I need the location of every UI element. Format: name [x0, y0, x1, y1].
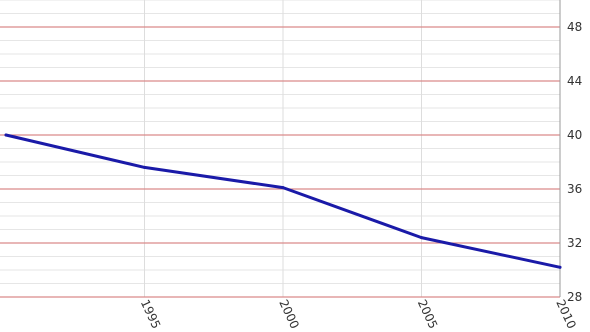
- data-point: [558, 265, 562, 269]
- y-tick-labels: 28 32 36 40 44 48: [567, 20, 582, 304]
- data-point: [143, 165, 146, 169]
- series-group: [4, 133, 562, 269]
- data-point: [4, 133, 8, 137]
- data-point: [420, 236, 423, 240]
- y-tick-label: 44: [567, 74, 582, 88]
- y-tick-label: 28: [567, 290, 582, 304]
- y-tick-label: 48: [567, 20, 582, 34]
- x-tick-label: 1995: [138, 297, 164, 331]
- y-tick-label: 36: [567, 182, 582, 196]
- y-tick-label: 32: [567, 236, 582, 250]
- x-tick-label: 2000: [276, 297, 302, 331]
- major-gridlines: [0, 26, 560, 298]
- x-tick-label: 2005: [415, 297, 441, 331]
- x-tick-labels: 1995 2000 2005 2010: [138, 297, 579, 331]
- minor-gridlines: [0, 0, 560, 284]
- y-tick-label: 40: [567, 128, 582, 142]
- data-point: [281, 186, 285, 190]
